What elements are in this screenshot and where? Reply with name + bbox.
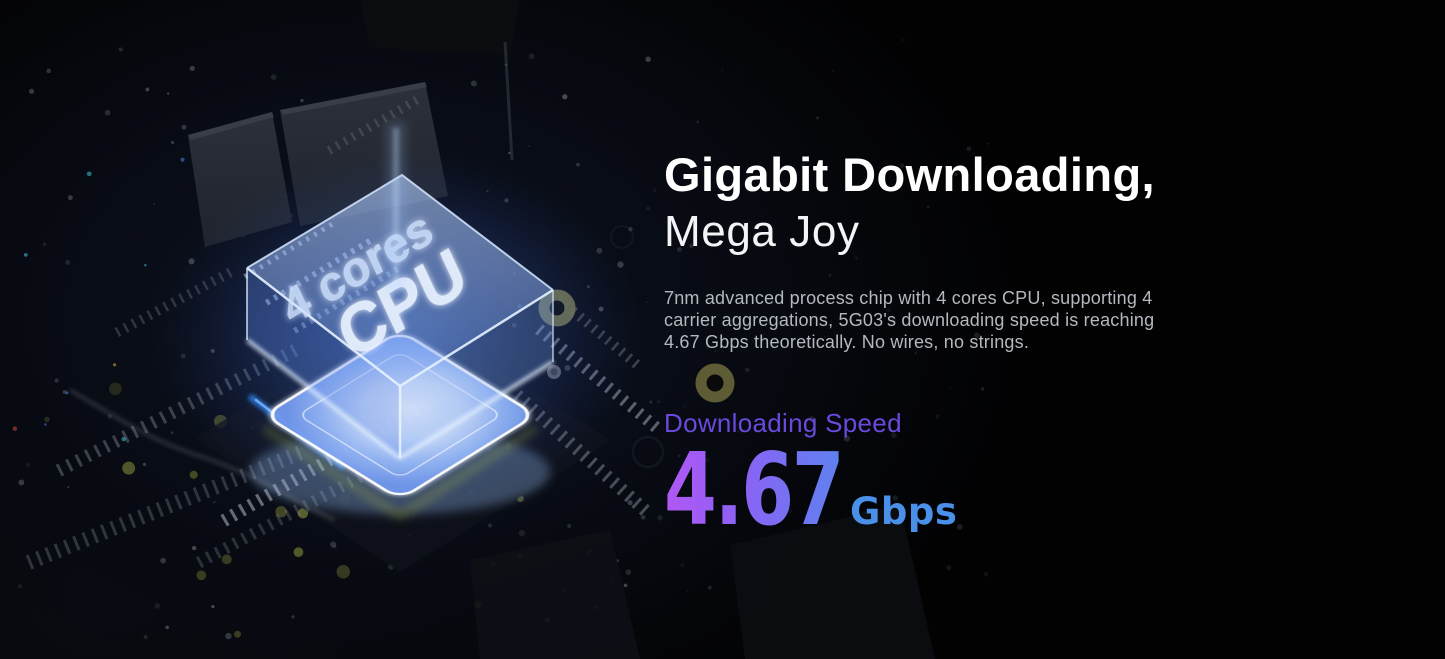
light-beam [386, 122, 406, 292]
heading-bold: Gigabit Downloading, [664, 148, 1156, 201]
speed-label: Downloading Speed [664, 408, 902, 439]
board-structures [360, 0, 935, 659]
heading-light: Mega Joy [664, 206, 860, 256]
speed-value: 4.67 [664, 431, 845, 549]
speed-stat: 4.67 Gbps [664, 431, 1188, 549]
speed-unit: Gbps [850, 490, 958, 534]
description-text: 7nm advanced process chip with 4 cores C… [664, 288, 1155, 353]
glass-cube [245, 173, 555, 461]
hero-copy: Gigabit Downloading, Mega Joy 7nm advanc… [664, 148, 1188, 549]
speed-value-box: 4.67 [664, 431, 846, 549]
die-rim-glow [262, 425, 538, 519]
